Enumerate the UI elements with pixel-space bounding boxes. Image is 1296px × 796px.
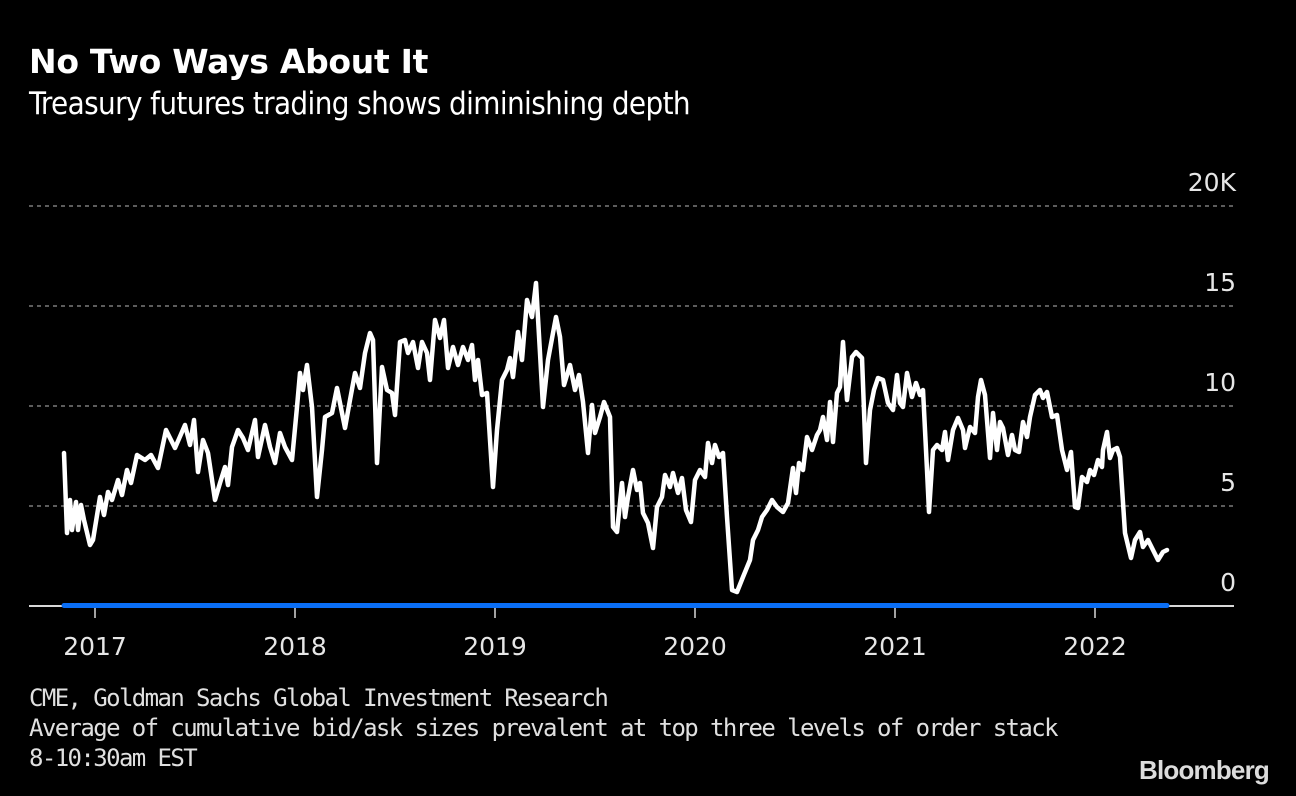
y-tick-label: 5 [1220, 468, 1236, 497]
chart-subtitle: Treasury futures trading shows diminishi… [29, 86, 691, 122]
series-line [61, 280, 1170, 595]
bloomberg-logo: Bloomberg [1138, 755, 1270, 785]
x-tick-label: 2019 [463, 632, 527, 661]
y-tick-label: 20K [1188, 168, 1237, 197]
gridlines [29, 205, 1234, 507]
y-axis-ticks: 0 5 10 15 20K [1188, 168, 1237, 597]
series-group [61, 280, 1170, 595]
note-text: Average of cumulative bid/ask sizes prev… [29, 714, 1059, 742]
x-tick-label: 2018 [263, 632, 327, 661]
y-tick-label: 10 [1204, 368, 1236, 397]
source-text: CME, Goldman Sachs Global Investment Res… [29, 684, 609, 712]
x-tick-label: 2017 [63, 632, 127, 661]
y-tick-label: 0 [1220, 568, 1236, 597]
chart-footer: CME, Goldman Sachs Global Investment Res… [29, 683, 1059, 773]
note-time-text: 8-10:30am EST [29, 744, 198, 772]
x-axis: 2017 2018 2019 2020 2021 2022 [29, 605, 1234, 661]
chart-title: No Two Ways About It [29, 42, 429, 81]
x-tick-label: 2021 [863, 632, 927, 661]
x-tick-label: 2020 [663, 632, 727, 661]
y-tick-label: 15 [1204, 268, 1236, 297]
x-tick-label: 2022 [1063, 632, 1127, 661]
